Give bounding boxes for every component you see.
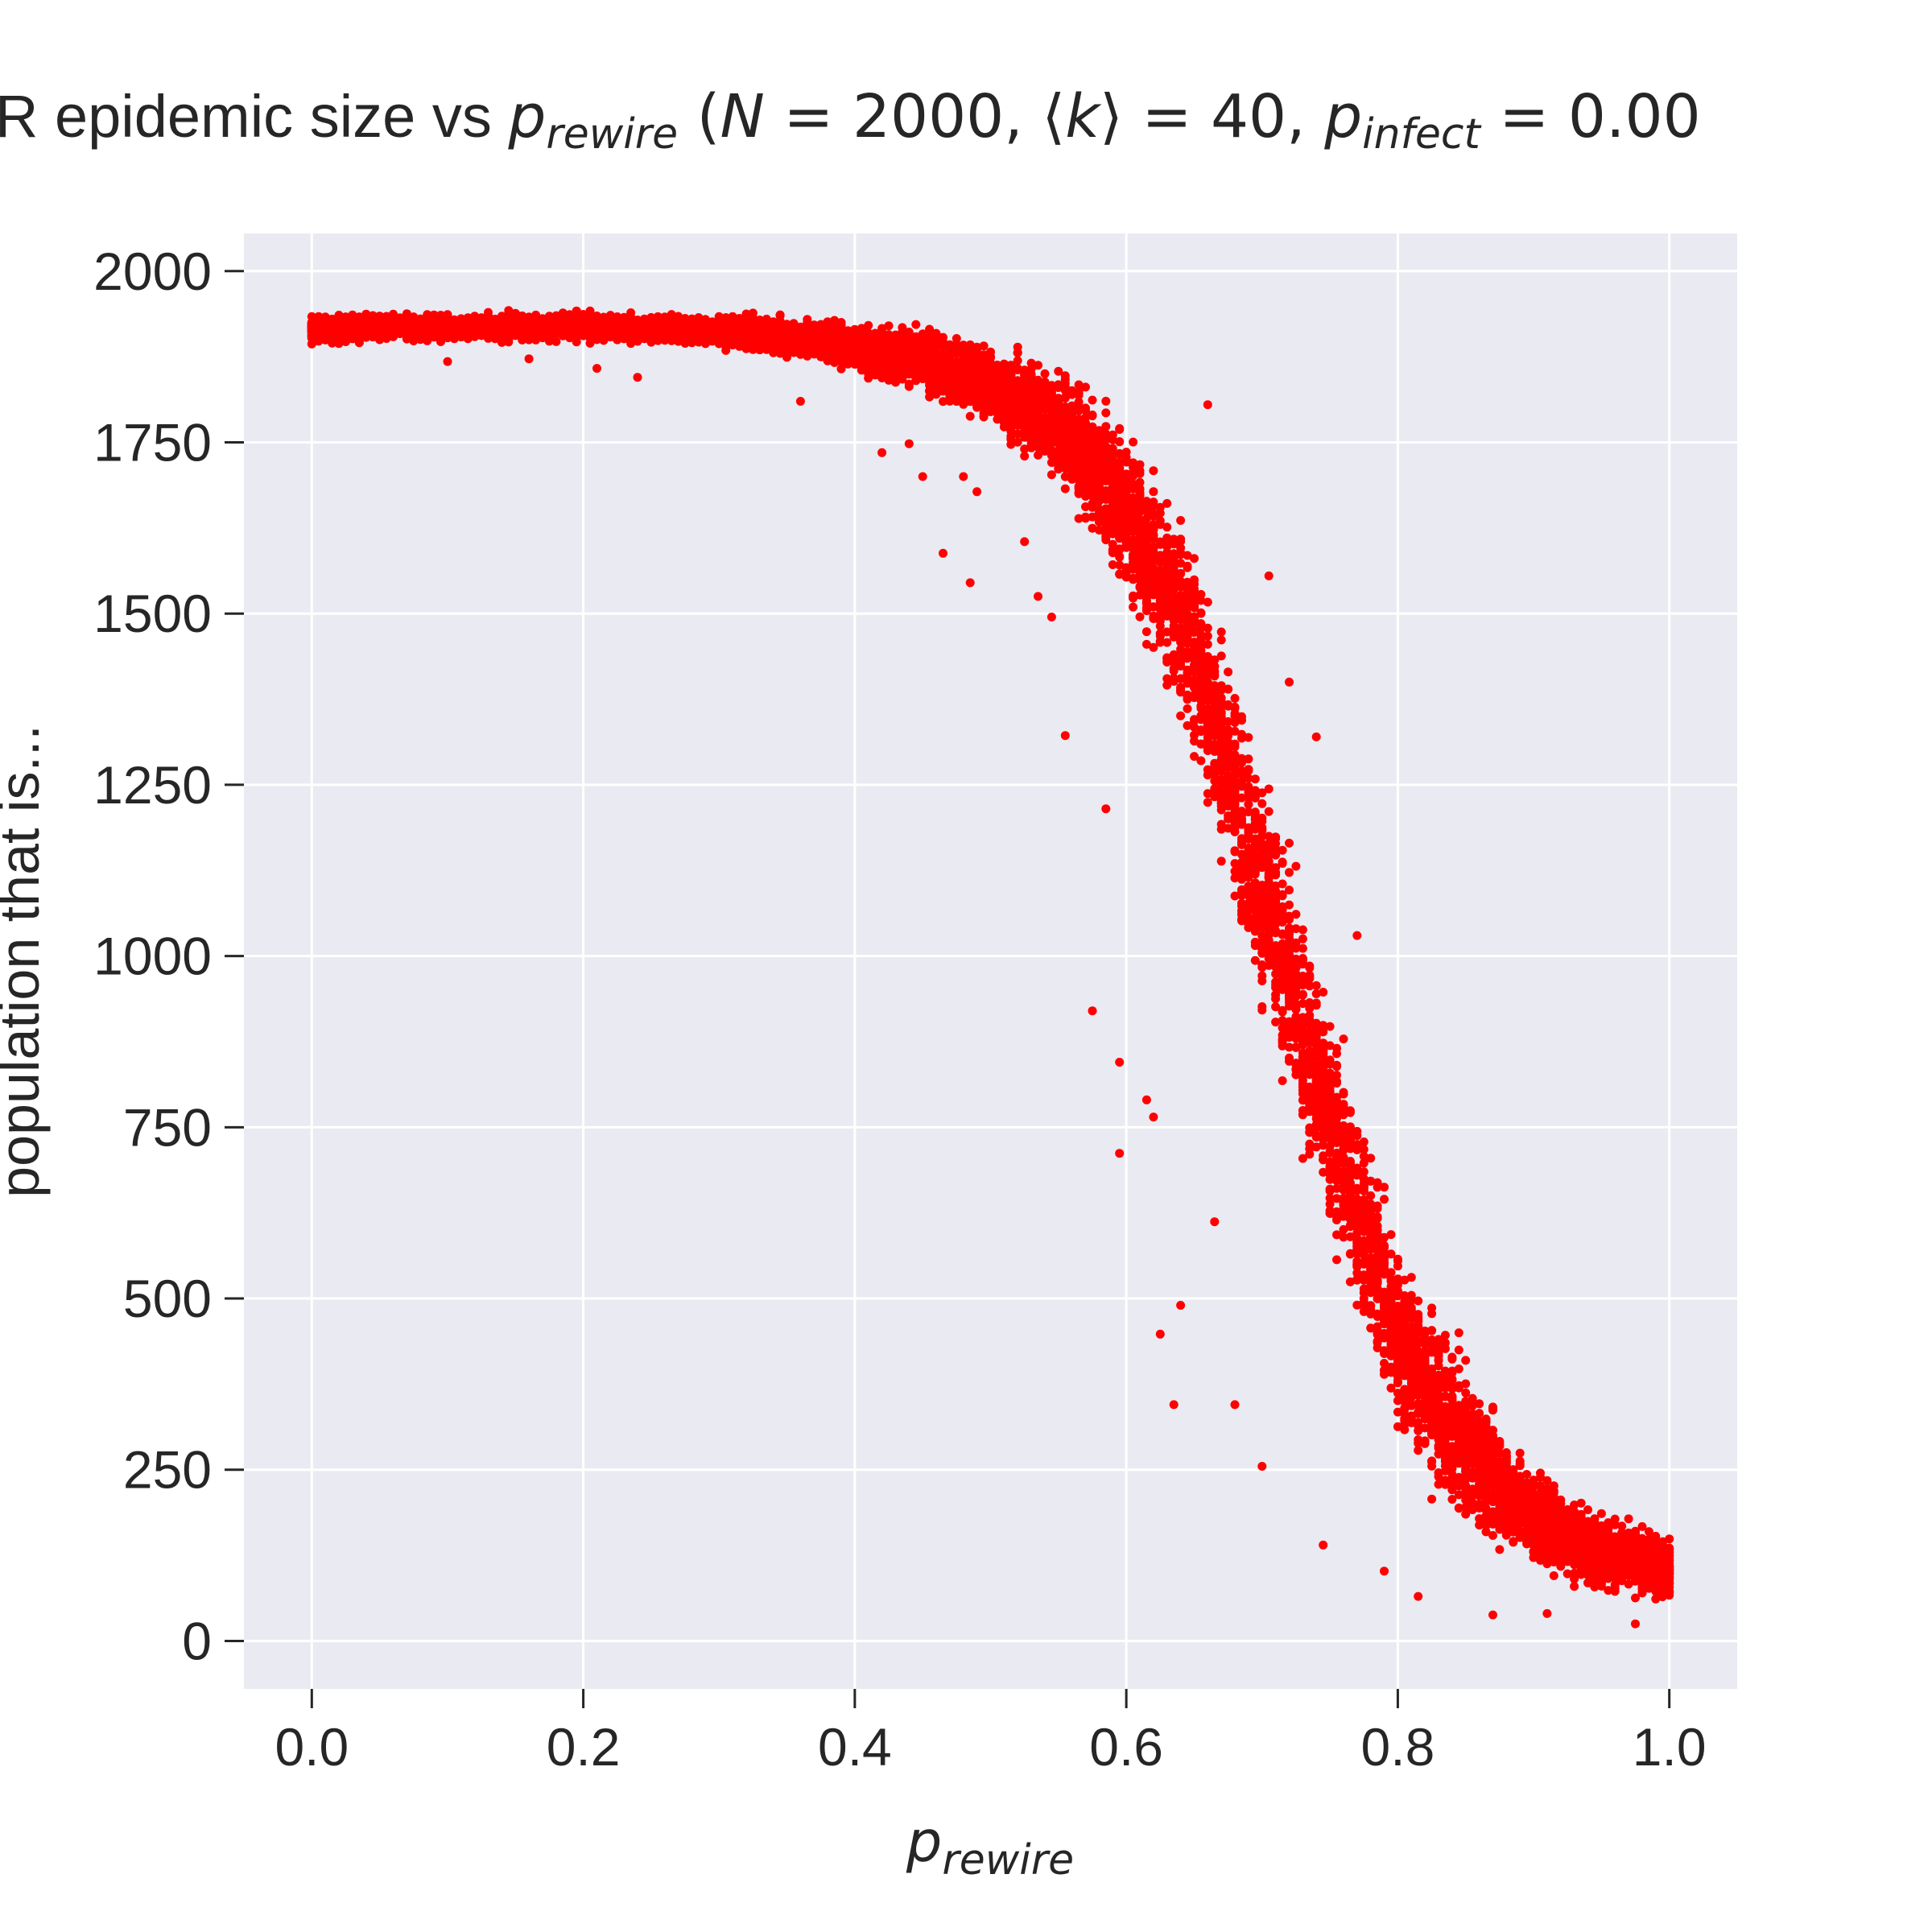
data-point [328, 330, 337, 340]
data-point [551, 336, 561, 346]
data-point [368, 321, 378, 331]
data-point [314, 334, 324, 344]
data-point [375, 318, 385, 328]
x-tick-label: 0.2 [547, 1717, 621, 1777]
data-point [348, 316, 357, 326]
data-point [375, 334, 385, 344]
chart-title: R epidemic size vs prewire (N = 2000, ⟨k… [0, 82, 1701, 159]
data-point [328, 320, 337, 329]
data-point [409, 326, 419, 336]
y-tick-label: 1500 [93, 584, 212, 643]
x-tick-label: 0.0 [275, 1717, 349, 1777]
y-tick-label: 500 [123, 1269, 212, 1328]
data-point [307, 330, 316, 340]
data-point [320, 320, 330, 329]
y-tick-label: 0 [182, 1611, 212, 1670]
data-point [375, 325, 385, 335]
data-point [354, 330, 364, 340]
y-tick-label: 1750 [93, 413, 212, 473]
data-point [314, 328, 324, 336]
x-tick-label: 0.4 [818, 1717, 892, 1777]
data-point [328, 336, 337, 346]
data-point [307, 323, 316, 332]
data-point [314, 320, 324, 330]
y-tick-label: 1000 [93, 927, 212, 986]
data-point [341, 328, 350, 337]
x-tick-label: 0.8 [1361, 1717, 1435, 1777]
data-point [307, 339, 316, 349]
x-tick-label: 1.0 [1633, 1717, 1707, 1777]
data-point [361, 313, 371, 323]
y-tick-label: 750 [123, 1097, 212, 1157]
data-point [334, 325, 344, 334]
data-point [864, 320, 873, 330]
data-point [320, 326, 330, 336]
data-point [884, 321, 894, 331]
data-point [361, 321, 371, 331]
data-point [314, 313, 324, 323]
data-point [375, 312, 385, 321]
data-point [965, 411, 975, 421]
data-point [775, 311, 785, 320]
data-point [952, 334, 961, 343]
data-point [402, 309, 411, 319]
data-point [904, 382, 914, 391]
data-point [402, 334, 411, 344]
y-tick-label: 2000 [93, 242, 212, 301]
data-point [389, 315, 398, 324]
data-points [307, 306, 1674, 1629]
data-point [402, 316, 411, 324]
data-point [395, 315, 405, 324]
data-point [368, 332, 378, 342]
data-point [354, 337, 364, 347]
data-point [354, 320, 364, 328]
data-point [341, 336, 350, 345]
x-tick-label: 0.6 [1089, 1717, 1163, 1777]
data-point [382, 321, 391, 331]
data-point [341, 321, 350, 331]
axis-ticks: 0.0 0.2 0.4 0.6 0.8 1.0 0 250 500 750 1000 1250 1500… [93, 242, 1706, 1777]
y-tick-label: 250 [123, 1440, 212, 1500]
data-point [409, 320, 419, 329]
y-tick-label: 1250 [93, 755, 212, 815]
data-point [348, 328, 357, 337]
data-point [911, 320, 921, 329]
data-point [395, 323, 405, 332]
data-point [389, 328, 398, 337]
gridlines [244, 233, 1737, 1689]
